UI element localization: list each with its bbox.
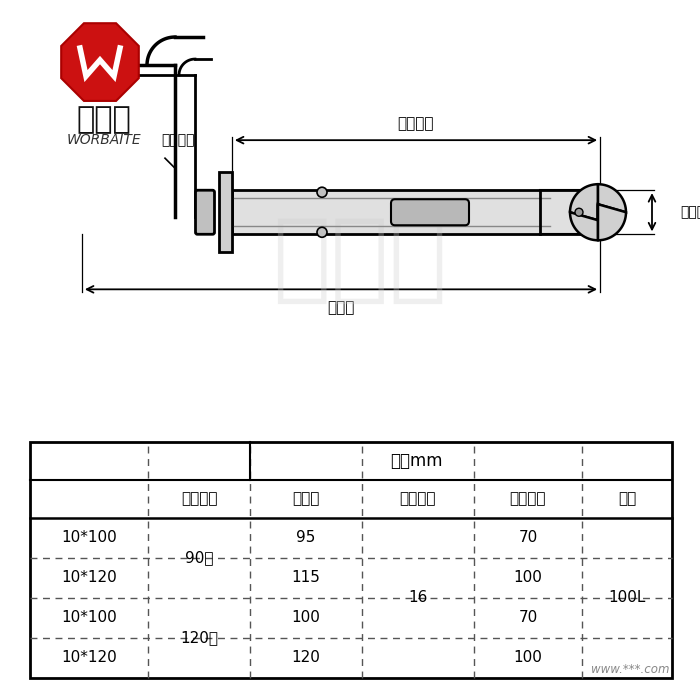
Polygon shape <box>61 23 139 101</box>
Circle shape <box>575 208 583 216</box>
Text: 100: 100 <box>514 650 542 666</box>
Text: 钒孔直径: 钒孔直径 <box>400 491 436 507</box>
Text: 115: 115 <box>292 570 321 585</box>
Bar <box>232 190 600 234</box>
Circle shape <box>317 187 327 197</box>
FancyBboxPatch shape <box>195 190 214 234</box>
Bar <box>30 442 672 678</box>
Polygon shape <box>570 184 598 220</box>
Text: 95: 95 <box>296 531 316 545</box>
Text: 16: 16 <box>408 591 428 606</box>
Text: 10*100: 10*100 <box>61 531 117 545</box>
Text: 打孔深度: 打孔深度 <box>398 117 434 132</box>
Text: 沃佰特: 沃佰特 <box>272 214 447 307</box>
Text: 套管外径: 套管外径 <box>680 205 700 219</box>
Polygon shape <box>570 204 598 240</box>
Text: 10*100: 10*100 <box>61 610 117 626</box>
Text: 打孔深度: 打孔深度 <box>510 491 546 507</box>
Text: 120: 120 <box>292 650 321 666</box>
Text: WORBAITE: WORBAITE <box>66 133 141 147</box>
FancyBboxPatch shape <box>391 199 469 225</box>
Text: 单位mm: 单位mm <box>390 452 442 470</box>
Text: 70: 70 <box>519 531 538 545</box>
Text: 弯头角度: 弯头角度 <box>161 133 195 147</box>
Text: 总长度: 总长度 <box>328 300 355 315</box>
Text: 10*120: 10*120 <box>61 650 117 666</box>
Text: 100: 100 <box>514 570 542 585</box>
Circle shape <box>317 228 327 237</box>
Text: 120度: 120度 <box>180 631 218 645</box>
Text: 10*120: 10*120 <box>61 570 117 585</box>
Text: 100L: 100L <box>608 591 645 606</box>
Text: 100: 100 <box>292 610 321 626</box>
Text: 沃佰特: 沃佰特 <box>76 106 132 134</box>
Text: 总长度: 总长度 <box>293 491 320 507</box>
Polygon shape <box>598 204 626 240</box>
Polygon shape <box>598 184 626 220</box>
Text: 70: 70 <box>519 610 538 626</box>
Text: 90度: 90度 <box>185 550 214 566</box>
Text: www.***.com: www.***.com <box>591 663 669 676</box>
Bar <box>219 172 232 252</box>
Text: 弯头角度: 弯头角度 <box>181 491 217 507</box>
Text: 承重: 承重 <box>618 491 636 507</box>
